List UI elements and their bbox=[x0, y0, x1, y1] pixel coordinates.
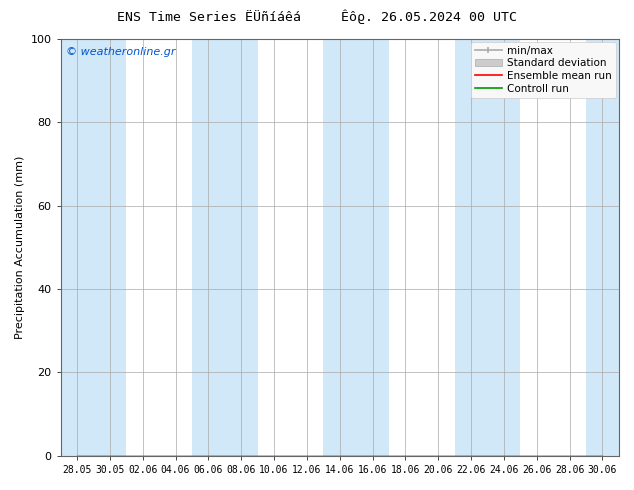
Bar bbox=[290, 39, 323, 456]
Bar bbox=[257, 39, 290, 456]
Bar bbox=[521, 39, 553, 456]
Bar bbox=[93, 39, 126, 456]
Legend: min/max, Standard deviation, Ensemble mean run, Controll run: min/max, Standard deviation, Ensemble me… bbox=[471, 42, 616, 98]
Bar bbox=[323, 39, 356, 456]
Bar bbox=[356, 39, 389, 456]
Bar bbox=[586, 39, 619, 456]
Bar bbox=[488, 39, 521, 456]
Bar bbox=[553, 39, 586, 456]
Bar bbox=[422, 39, 455, 456]
Bar bbox=[159, 39, 192, 456]
Bar bbox=[61, 39, 93, 456]
Y-axis label: Precipitation Accumulation (mm): Precipitation Accumulation (mm) bbox=[15, 156, 25, 339]
Bar bbox=[389, 39, 422, 456]
Bar bbox=[126, 39, 159, 456]
Text: ENS Time Series ËÜñíáêá     Êôϱ. 26.05.2024 00 UTC: ENS Time Series ËÜñíáêá Êôϱ. 26.05.2024 … bbox=[117, 10, 517, 24]
Bar bbox=[455, 39, 488, 456]
Bar bbox=[225, 39, 257, 456]
Bar bbox=[192, 39, 225, 456]
Text: © weatheronline.gr: © weatheronline.gr bbox=[66, 47, 176, 57]
